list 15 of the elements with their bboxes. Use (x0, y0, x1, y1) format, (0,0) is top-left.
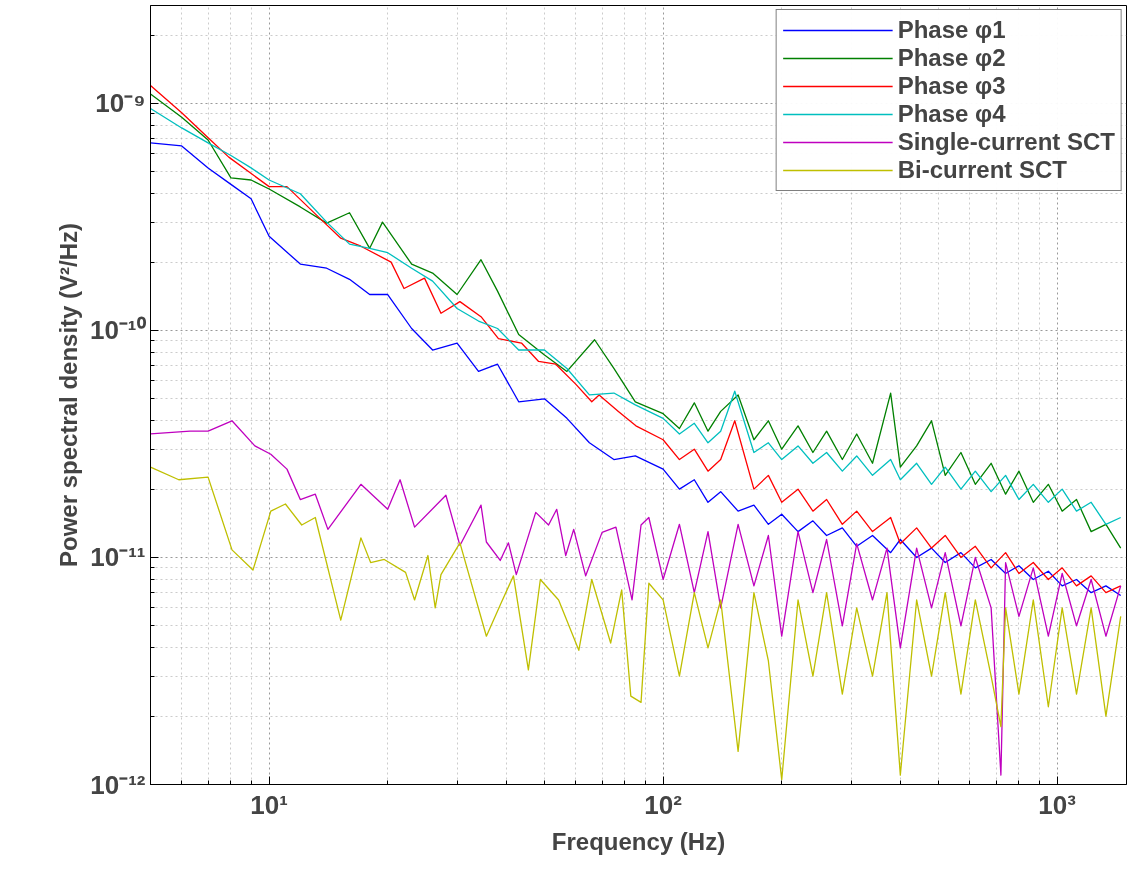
legend-label: Phase φ1 (897, 16, 1006, 44)
legend-label: Phase φ3 (897, 72, 1006, 100)
y-tick-label: 10⁻¹² (90, 769, 146, 800)
y-axis-title: Power spectral density (V²/Hz) (54, 222, 82, 568)
legend-label: Phase φ4 (897, 100, 1006, 128)
y-tick-label: 10⁻¹¹ (90, 542, 146, 573)
legend-label: Phase φ2 (897, 44, 1006, 72)
x-tick-label: 10³ (1038, 789, 1077, 820)
x-tick-label: 10¹ (250, 789, 288, 820)
x-tick-label: 10² (644, 789, 683, 820)
legend-label: Bi-current SCT (897, 156, 1067, 184)
legend-label: Single-current SCT (897, 128, 1115, 156)
x-axis-title: Frequency (Hz) (551, 827, 726, 855)
y-tick-label: 10⁻¹⁰ (89, 315, 147, 346)
y-tick-label: 10⁻⁹ (95, 88, 146, 119)
